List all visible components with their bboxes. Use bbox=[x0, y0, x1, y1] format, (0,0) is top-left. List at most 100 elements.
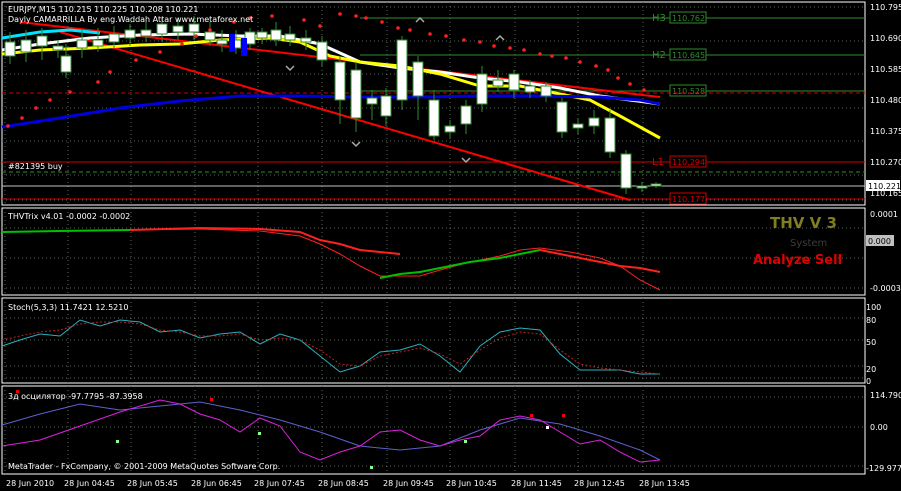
sar-dot bbox=[538, 52, 542, 56]
candle-body bbox=[4, 41, 16, 57]
candle-body bbox=[156, 23, 168, 35]
sar-dot bbox=[20, 116, 24, 120]
price-tick-label: 110.375 bbox=[870, 127, 901, 136]
candle-body bbox=[636, 185, 648, 189]
sar-dot bbox=[606, 68, 610, 72]
stoch-tick-label: 50 bbox=[866, 338, 876, 347]
current-price-box bbox=[866, 180, 900, 191]
oscillator-marker bbox=[530, 414, 533, 417]
candle-body bbox=[572, 123, 584, 129]
order-label: #821395 buy bbox=[8, 162, 63, 171]
candle-body bbox=[524, 85, 536, 93]
pivot-box bbox=[669, 48, 707, 61]
pivot-box bbox=[669, 11, 707, 24]
pivot-box bbox=[669, 84, 707, 97]
sar-dot bbox=[34, 106, 38, 110]
price-tick-label: 110.270 bbox=[870, 158, 901, 167]
pivot-box bbox=[669, 155, 707, 168]
sar-dot bbox=[616, 76, 620, 80]
time-tick-label: 28 Jun 06:45 bbox=[191, 479, 242, 488]
candle-body bbox=[620, 153, 632, 189]
time-tick-label: 28 Jun 12:45 bbox=[574, 479, 625, 488]
candle-body bbox=[428, 99, 440, 137]
sar-dot bbox=[478, 40, 482, 44]
candle-body bbox=[36, 35, 48, 47]
candle-body bbox=[540, 85, 552, 97]
sar-dot bbox=[492, 44, 496, 48]
sar-dot bbox=[564, 56, 568, 60]
x-axis-labels: 28 Jun 2010 28 Jun 04:45 28 Jun 05:45 28 Ju… bbox=[6, 479, 690, 488]
stoch-tick-label: 20 bbox=[866, 365, 876, 374]
panel-border-3 bbox=[1, 385, 866, 475]
pivot-box bbox=[669, 192, 707, 205]
oscillator-marker bbox=[16, 390, 19, 393]
sar-dot bbox=[428, 32, 432, 36]
candle-body bbox=[52, 45, 64, 51]
candle-body bbox=[460, 105, 472, 125]
sar-dot bbox=[396, 26, 400, 30]
thv-system: System bbox=[790, 238, 827, 249]
oscillator-panel[interactable] bbox=[1, 390, 661, 469]
candle-body bbox=[556, 101, 568, 133]
fractal-arrow bbox=[285, 65, 295, 72]
trix-main-red-2 bbox=[539, 249, 661, 273]
candle-body bbox=[476, 73, 488, 105]
price-tick-label: 110.165 bbox=[870, 189, 901, 198]
oscillator-marker bbox=[370, 466, 373, 469]
oscillator-tick-label: 114.790 bbox=[870, 391, 901, 400]
candle-body bbox=[172, 25, 184, 33]
candle-body bbox=[350, 69, 362, 119]
oscillator-marker bbox=[210, 398, 213, 401]
candle-body bbox=[124, 29, 136, 39]
oscillator-marker bbox=[258, 432, 261, 435]
oscillator-tick-label: 0.00 bbox=[870, 423, 888, 432]
sar-dot bbox=[642, 88, 646, 92]
oscillator-marker bbox=[464, 440, 467, 443]
sar-dot bbox=[180, 42, 184, 46]
stoch-title: Stoch(5,3,3) 11.7421 12.5210 bbox=[8, 303, 128, 312]
price-tick-label: 110.690 bbox=[870, 34, 901, 43]
candle-body bbox=[216, 39, 228, 45]
time-tick-label: 28 Jun 08:45 bbox=[318, 479, 369, 488]
candle-body bbox=[20, 39, 32, 53]
trix-signal-line bbox=[1, 228, 661, 291]
price-tick-label: 110.795 bbox=[870, 3, 901, 12]
stochastic-panel[interactable] bbox=[1, 319, 661, 375]
candle-body bbox=[396, 39, 408, 101]
trix-title: THVTrix v4.01 -0.0002 -0.0002 bbox=[7, 212, 130, 221]
candle-body bbox=[108, 33, 120, 43]
time-tick-label: 28 Jun 10:45 bbox=[446, 479, 497, 488]
sar-dot bbox=[462, 38, 466, 42]
price-panel[interactable]: 110.762 H3 110.645 H2 110.528 110.294 L1 110.17… bbox=[1, 11, 901, 205]
copyright-text: MetaTrader - FxCompany, © 2001-2009 Meta… bbox=[8, 462, 280, 471]
candle-body bbox=[76, 39, 88, 49]
candle-body bbox=[650, 183, 662, 187]
candle-body bbox=[140, 29, 152, 37]
sar-dot bbox=[134, 58, 138, 62]
fractal-arrow bbox=[351, 141, 361, 148]
candle-body bbox=[444, 125, 456, 133]
trix-main-red bbox=[129, 226, 401, 255]
stoch-tick-label: 100 bbox=[866, 303, 881, 312]
sar-dot bbox=[578, 60, 582, 64]
oscillator-tick-label: -129.9773 bbox=[866, 464, 901, 473]
thv-title: THV V 3 bbox=[770, 214, 837, 232]
candle-body bbox=[284, 33, 296, 41]
current-price-label: 110.221 bbox=[868, 182, 901, 191]
candle-body bbox=[412, 61, 424, 97]
symbol-title: EURJPY,M15 110.215 110.225 110.208 110.2… bbox=[8, 5, 199, 14]
time-tick-label: 28 Jun 04:45 bbox=[64, 479, 115, 488]
grid-lines bbox=[2, 2, 865, 474]
oscillator-marker bbox=[546, 426, 549, 429]
sar-dot bbox=[194, 34, 198, 38]
sar-dot bbox=[232, 20, 236, 24]
trix-zero-box bbox=[866, 235, 894, 246]
candle-body bbox=[270, 29, 282, 41]
pivot-price-label: 110.762 bbox=[672, 14, 705, 23]
sar-dot bbox=[508, 46, 512, 50]
candle-body bbox=[492, 79, 504, 87]
trix-panel[interactable] bbox=[1, 226, 661, 291]
sar-dot bbox=[96, 80, 100, 84]
sar-dot bbox=[248, 16, 252, 20]
